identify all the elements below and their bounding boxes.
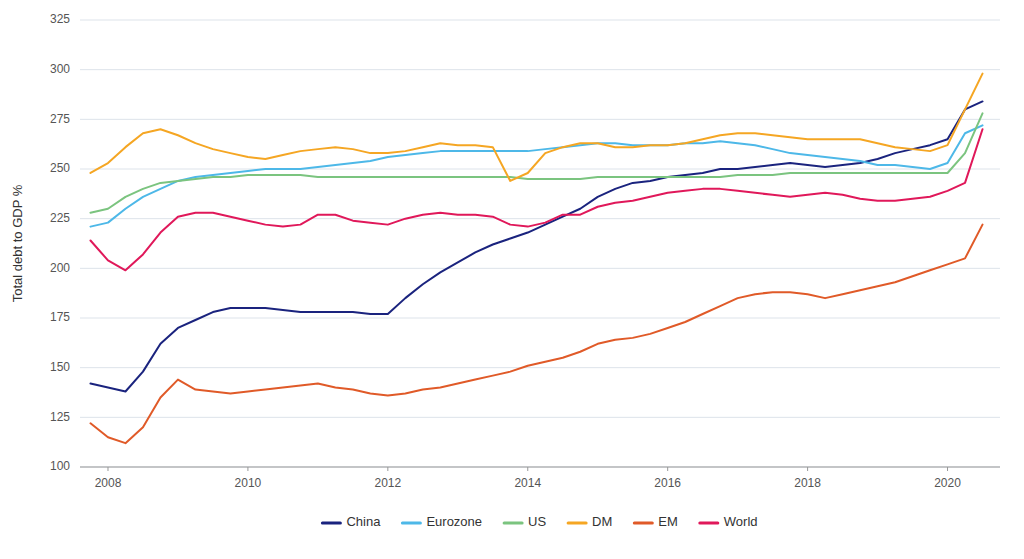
chart: 1001251501752002252502753003252008201020… <box>0 0 1024 559</box>
grid-line <box>80 20 1000 21</box>
legend-item: US <box>504 514 546 529</box>
x-axis-line <box>80 467 1000 468</box>
y-tick-label: 225 <box>50 211 70 225</box>
y-tick-label: 100 <box>50 459 70 473</box>
y-tick-label: 200 <box>50 261 70 275</box>
series-lines <box>90 74 982 444</box>
x-tick <box>247 467 248 471</box>
x-tick-label: 2010 <box>235 476 262 490</box>
legend-swatch <box>700 522 718 525</box>
x-tick-label: 2016 <box>654 476 681 490</box>
x-tick-label: 2008 <box>95 476 122 490</box>
grid-line <box>80 69 1000 70</box>
grid-line <box>80 218 1000 219</box>
legend-item: Eurozone <box>402 514 482 529</box>
legend-label: DM <box>592 514 612 529</box>
x-tick <box>107 467 108 471</box>
grid-line <box>80 367 1000 368</box>
legend-swatch <box>504 522 522 525</box>
y-tick-label: 325 <box>50 12 70 26</box>
y-tick-label: 250 <box>50 161 70 175</box>
y-tick-label: 175 <box>50 310 70 324</box>
x-tick <box>387 467 388 471</box>
series-line <box>90 129 982 270</box>
grid-line <box>80 318 1000 319</box>
legend-swatch <box>568 522 586 525</box>
y-axis-label: Total debt to GDP % <box>10 184 25 302</box>
series-line <box>90 101 982 391</box>
legend-label: Eurozone <box>426 514 482 529</box>
x-tick-label: 2018 <box>794 476 821 490</box>
grid-line <box>80 467 1000 468</box>
legend-item: DM <box>568 514 612 529</box>
legend-item: EM <box>634 514 678 529</box>
legend-label: US <box>528 514 546 529</box>
series-line <box>90 225 982 444</box>
legend-swatch <box>402 522 420 525</box>
x-tick <box>527 467 528 471</box>
x-tick <box>667 467 668 471</box>
legend: China Eurozone US DM EM World <box>322 514 757 529</box>
grid-line <box>80 268 1000 269</box>
y-tick-labels: 100 125 150 175 200 225 250 275 300 325 <box>50 12 70 473</box>
legend-item: China <box>322 514 381 529</box>
x-tick <box>807 467 808 471</box>
y-tick-label: 275 <box>50 112 70 126</box>
y-tick-label: 150 <box>50 360 70 374</box>
legend-label: World <box>724 514 758 529</box>
x-tick-label: 2020 <box>934 476 961 490</box>
x-ticks: 2008 2010 2012 2014 2016 2018 2020 <box>95 467 962 490</box>
legend-swatch <box>634 522 652 525</box>
x-tick <box>947 467 948 471</box>
grid-line <box>80 417 1000 418</box>
x-tick-label: 2014 <box>514 476 541 490</box>
grid-line <box>80 119 1000 120</box>
legend-label: China <box>346 514 381 529</box>
legend-swatch <box>322 522 340 525</box>
series-line <box>90 74 982 181</box>
y-tick-label: 300 <box>50 62 70 76</box>
x-tick-label: 2012 <box>374 476 401 490</box>
y-grid <box>80 20 1000 467</box>
legend-label: EM <box>658 514 678 529</box>
grid-line <box>80 169 1000 170</box>
y-tick-label: 125 <box>50 410 70 424</box>
legend-item: World <box>700 514 758 529</box>
